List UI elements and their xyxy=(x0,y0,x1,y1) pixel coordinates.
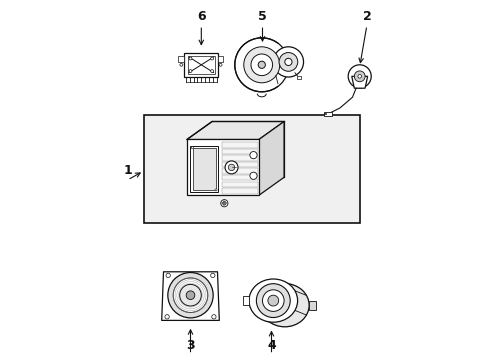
Bar xyxy=(222,188,257,194)
Text: 1: 1 xyxy=(123,165,132,177)
Polygon shape xyxy=(162,272,219,320)
Bar xyxy=(222,168,257,174)
Circle shape xyxy=(191,147,193,149)
Circle shape xyxy=(180,63,183,66)
Circle shape xyxy=(234,38,288,92)
Bar xyxy=(222,162,257,167)
Ellipse shape xyxy=(260,284,308,327)
Ellipse shape xyxy=(248,279,297,322)
Circle shape xyxy=(189,57,191,60)
Circle shape xyxy=(166,273,170,278)
Circle shape xyxy=(279,53,297,71)
Circle shape xyxy=(210,273,215,278)
Circle shape xyxy=(354,71,365,82)
Circle shape xyxy=(228,164,234,171)
Bar xyxy=(190,146,218,192)
Circle shape xyxy=(219,63,222,66)
Circle shape xyxy=(262,290,284,311)
Circle shape xyxy=(210,57,213,60)
Circle shape xyxy=(224,161,238,174)
Polygon shape xyxy=(258,121,284,195)
Bar xyxy=(222,149,257,154)
Circle shape xyxy=(256,284,289,318)
Circle shape xyxy=(189,69,191,72)
Bar xyxy=(187,56,214,73)
Text: 3: 3 xyxy=(186,339,194,352)
Circle shape xyxy=(284,58,291,66)
Circle shape xyxy=(249,152,257,159)
Bar xyxy=(242,296,248,305)
Polygon shape xyxy=(351,76,367,88)
Bar xyxy=(184,53,218,77)
Circle shape xyxy=(258,61,265,68)
Circle shape xyxy=(164,315,169,319)
Text: 6: 6 xyxy=(197,10,205,23)
Circle shape xyxy=(267,295,278,306)
Circle shape xyxy=(211,315,216,319)
Circle shape xyxy=(273,47,303,77)
Bar xyxy=(296,76,301,79)
Circle shape xyxy=(173,278,207,312)
Circle shape xyxy=(167,273,213,318)
Bar xyxy=(323,112,331,116)
Circle shape xyxy=(347,65,370,88)
Bar xyxy=(308,301,315,310)
Polygon shape xyxy=(186,121,284,139)
Bar xyxy=(222,175,257,180)
Circle shape xyxy=(250,54,272,76)
Bar xyxy=(323,113,325,114)
Circle shape xyxy=(210,69,213,72)
Circle shape xyxy=(249,172,257,179)
Bar xyxy=(186,139,258,195)
Bar xyxy=(192,148,215,189)
Circle shape xyxy=(222,201,225,205)
Bar xyxy=(222,142,257,148)
Circle shape xyxy=(244,47,279,83)
Circle shape xyxy=(186,291,194,300)
Bar xyxy=(222,181,257,187)
Circle shape xyxy=(179,284,201,306)
Circle shape xyxy=(357,75,361,78)
Circle shape xyxy=(215,189,217,191)
Bar xyxy=(218,56,222,62)
Bar xyxy=(222,156,257,161)
Circle shape xyxy=(220,199,227,207)
Text: 5: 5 xyxy=(258,10,266,23)
Bar xyxy=(178,56,184,62)
Bar xyxy=(143,115,359,223)
Text: 4: 4 xyxy=(266,339,275,352)
Text: 2: 2 xyxy=(362,10,370,23)
